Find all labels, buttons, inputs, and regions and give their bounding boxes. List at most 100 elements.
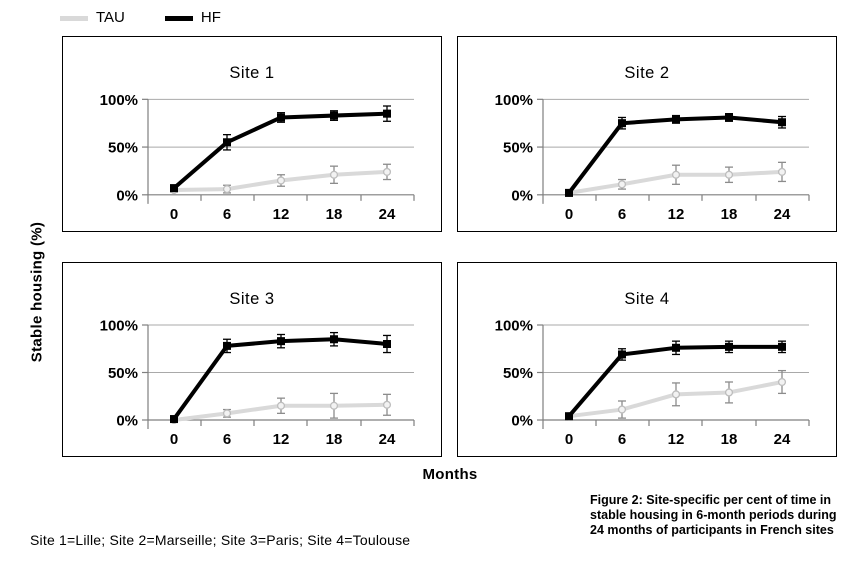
y-axis-label: Stable housing (%) [28, 221, 46, 363]
data-point-marker [617, 180, 627, 189]
x-tick-label: 0 [170, 206, 178, 223]
data-point-marker [329, 401, 339, 410]
chart-title: Site 1 [229, 63, 274, 82]
data-point-marker [222, 409, 232, 418]
x-tick-label: 6 [223, 431, 231, 448]
x-tick-label: 0 [565, 206, 573, 223]
data-point-marker [778, 342, 786, 351]
series-hf [565, 340, 786, 421]
data-point-marker [565, 188, 573, 197]
x-tick-label: 0 [565, 431, 573, 448]
series-tau [564, 161, 787, 197]
data-point-marker [276, 401, 286, 410]
x-tick-label: 12 [668, 431, 685, 448]
data-point-marker [170, 415, 178, 424]
chart-site-4: Site 4 0% 50% 100% 0 6 12 18 24 [495, 290, 810, 448]
data-point-marker [329, 170, 339, 179]
data-point-marker [725, 113, 733, 122]
y-tick-label: 50% [503, 365, 533, 382]
data-point-marker [330, 335, 338, 344]
y-tick-label: 100% [100, 318, 138, 335]
data-point-marker [672, 115, 680, 124]
x-tick-label: 0 [170, 431, 178, 448]
series-hf [565, 112, 786, 197]
chart-panel-site-1: Site 1 0% 50% 100% 0 6 12 18 24 [62, 36, 442, 232]
x-tick-label: 18 [721, 206, 738, 223]
data-point-marker [671, 170, 681, 179]
tau-line-swatch [60, 15, 88, 21]
x-tick-label: 12 [273, 431, 290, 448]
figure-caption: Figure 2: Site-specific per cent of time… [590, 493, 837, 537]
data-point-marker [618, 350, 626, 359]
y-tick-label: 50% [108, 365, 138, 382]
x-tick-label: 24 [774, 206, 791, 223]
data-point-marker [382, 400, 392, 409]
data-point-marker [778, 118, 786, 127]
chart-site-2: Site 2 0% 50% 100% 0 6 12 18 24 [495, 63, 810, 223]
y-tick-label: 50% [108, 140, 138, 157]
x-tick-label: 6 [223, 206, 231, 223]
site-key-footnote: Site 1=Lille; Site 2=Marseille; Site 3=P… [30, 532, 411, 548]
chart-title: Site 2 [624, 63, 669, 82]
legend-label-tau: TAU [96, 9, 125, 26]
y-tick-label: 0% [116, 187, 138, 204]
x-tick-label: 12 [668, 206, 685, 223]
data-point-marker [330, 111, 338, 120]
chart-panel-site-4: Site 4 0% 50% 100% 0 6 12 18 24 [457, 262, 837, 457]
data-point-marker [777, 167, 787, 176]
data-point-marker [170, 184, 178, 193]
data-point-marker [672, 343, 680, 352]
y-tick-label: 100% [495, 318, 533, 335]
series-tau [169, 163, 392, 195]
x-axis-label: Months [422, 466, 478, 483]
data-point-marker [383, 109, 391, 118]
data-point-marker [777, 377, 787, 387]
chart-site-3: Site 3 0% 50% 100% 0 6 12 18 24 [100, 290, 415, 448]
legend-item-hf: HF [164, 8, 221, 28]
chart-legend: TAU HF [60, 8, 221, 28]
y-tick-label: 100% [495, 92, 533, 109]
legend-label-hf: HF [200, 9, 221, 26]
x-tick-label: 24 [379, 206, 396, 223]
data-point-marker [222, 185, 232, 194]
y-tick-label: 0% [511, 187, 533, 204]
legend-item-tau: TAU [60, 8, 125, 28]
y-tick-label: 0% [116, 413, 138, 430]
series-tau [564, 369, 787, 421]
chart-panel-site-3: Site 3 0% 50% 100% 0 6 12 18 24 [62, 262, 442, 457]
chart-title: Site 4 [624, 290, 669, 308]
chart-title: Site 3 [229, 290, 274, 308]
data-point-marker [277, 337, 285, 346]
x-tick-label: 12 [273, 206, 290, 223]
x-tick-label: 6 [618, 206, 626, 223]
x-tick-label: 18 [326, 431, 343, 448]
x-tick-label: 24 [774, 431, 791, 448]
y-tick-label: 0% [511, 413, 533, 430]
data-point-marker [277, 113, 285, 122]
series-hf [170, 105, 391, 193]
data-point-marker [671, 390, 681, 399]
x-tick-label: 18 [326, 206, 343, 223]
y-tick-label: 100% [100, 92, 138, 109]
data-point-marker [725, 342, 733, 351]
chart-site-1: Site 1 0% 50% 100% 0 6 12 18 24 [100, 63, 415, 223]
data-point-marker [724, 388, 734, 397]
data-point-marker [223, 138, 231, 147]
data-point-marker [382, 167, 392, 176]
x-tick-label: 6 [618, 431, 626, 448]
hf-line-swatch [164, 15, 193, 21]
data-point-marker [618, 119, 626, 128]
data-point-marker [617, 405, 627, 414]
data-point-marker [383, 340, 391, 348]
x-tick-label: 24 [379, 431, 396, 448]
series-hf [170, 331, 391, 424]
y-tick-label: 50% [503, 140, 533, 157]
data-point-marker [223, 341, 231, 350]
data-point-marker [565, 412, 573, 421]
data-point-marker [276, 176, 286, 185]
chart-panel-site-2: Site 2 0% 50% 100% 0 6 12 18 24 [457, 36, 837, 232]
x-tick-label: 18 [721, 431, 738, 448]
data-point-marker [724, 170, 734, 179]
series-tau [169, 392, 392, 425]
